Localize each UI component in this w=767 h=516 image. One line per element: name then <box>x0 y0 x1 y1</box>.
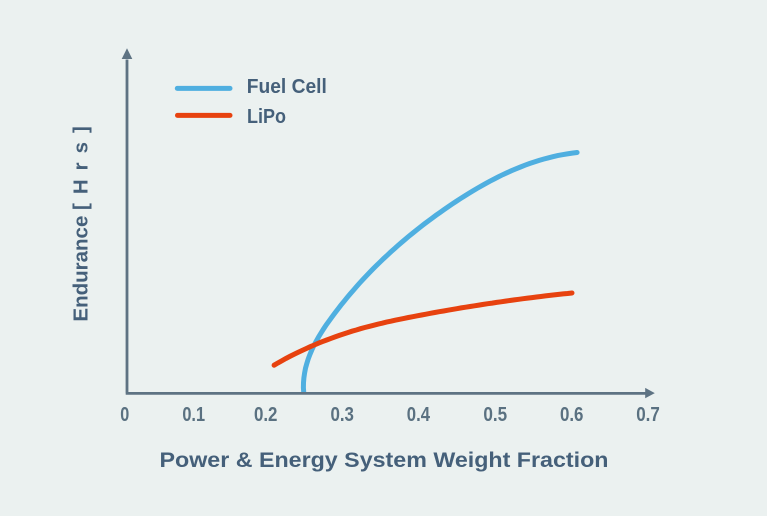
svg-text:0.1: 0.1 <box>182 404 205 426</box>
svg-text:0.5: 0.5 <box>483 404 507 426</box>
svg-text:0.6: 0.6 <box>560 404 584 426</box>
svg-text:0.3: 0.3 <box>330 404 354 426</box>
svg-text:0.7: 0.7 <box>636 404 660 426</box>
svg-text:Endurance: Endurance <box>70 216 93 322</box>
svg-text:0.4: 0.4 <box>407 404 431 426</box>
svg-text:Fuel Cell: Fuel Cell <box>247 76 327 98</box>
svg-text:0: 0 <box>120 404 129 426</box>
svg-text:LiPo: LiPo <box>247 106 286 128</box>
svg-text:0.2: 0.2 <box>254 404 278 426</box>
svg-text:[Hrs]: [Hrs] <box>70 117 93 210</box>
svg-text:Power & Energy System Weight F: Power & Energy System Weight Fraction <box>160 448 609 472</box>
